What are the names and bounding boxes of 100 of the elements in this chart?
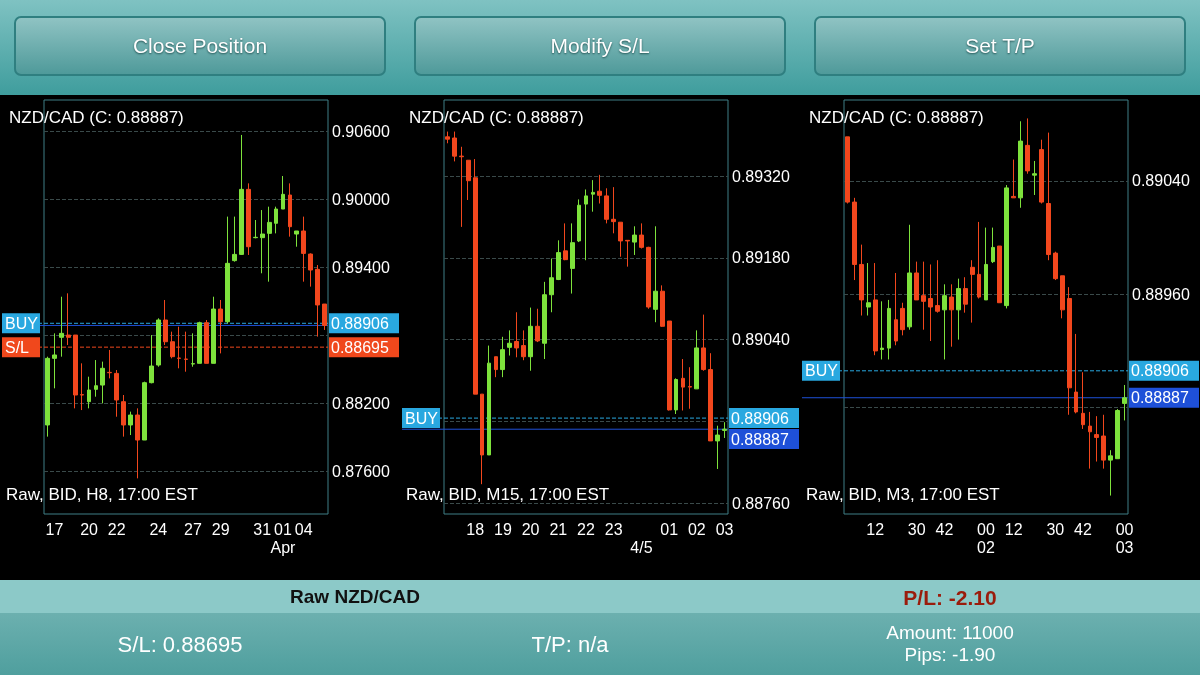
- candlestick: [191, 332, 195, 368]
- x-tick-label: 12: [1004, 520, 1023, 538]
- candlestick: [487, 345, 491, 456]
- text: Amount: 11000: [885, 622, 1015, 644]
- ref-line-label: 0.88887: [731, 430, 789, 448]
- candlestick: [473, 158, 478, 395]
- candlestick: [507, 329, 512, 357]
- candlestick: [528, 307, 533, 372]
- x-tick-label: 17: [45, 520, 64, 538]
- candlestick: [288, 182, 292, 238]
- candlestick: [107, 349, 112, 379]
- candlestick: [114, 369, 119, 418]
- x-tick-label: 18: [466, 520, 485, 538]
- chart-title: NZD/CAD (C: 0.88887): [809, 108, 984, 127]
- candlestick: [597, 174, 602, 204]
- text: P/L: -2.10: [902, 586, 998, 610]
- candlestick: [494, 356, 498, 378]
- x-tick-label: 23: [604, 520, 623, 538]
- candlestick: [1025, 117, 1030, 175]
- candlestick: [1004, 184, 1009, 309]
- candlestick: [660, 284, 665, 328]
- annotation: Raw, BID, M3, 17:00 EST: [806, 485, 1000, 504]
- y-tick-label: 0.88200: [332, 394, 390, 412]
- candlestick: [100, 361, 105, 404]
- candlestick: [1032, 160, 1037, 196]
- candlestick: [688, 366, 692, 410]
- candlestick: [1011, 159, 1016, 199]
- x-tick-label: 04: [294, 520, 313, 538]
- candlestick: [632, 225, 637, 256]
- y-tick-label: 0.89040: [732, 331, 790, 349]
- text: Modify S/L: [414, 16, 786, 76]
- candlestick: [667, 320, 672, 411]
- candlestick: [984, 227, 988, 301]
- y-tick-label: 0.89320: [732, 167, 790, 185]
- candlestick: [1088, 411, 1092, 470]
- candlestick: [246, 182, 251, 256]
- candlestick: [653, 225, 658, 323]
- candlestick: [577, 198, 581, 243]
- ref-line-label: 0.88695: [331, 338, 389, 356]
- candlestick: [59, 296, 64, 358]
- candlestick: [694, 329, 699, 390]
- text: Close Position: [14, 16, 386, 76]
- candlestick: [681, 358, 685, 411]
- candlestick: [142, 381, 147, 441]
- candlestick: [963, 276, 968, 314]
- text: Pips: -1.90: [903, 644, 997, 666]
- annotation: BUY: [405, 409, 439, 427]
- candlestick: [949, 283, 954, 348]
- candlestick: [956, 278, 961, 341]
- candlestick: [500, 336, 505, 378]
- candlestick: [149, 334, 154, 384]
- candlestick: [253, 219, 258, 239]
- x-tick-label: 01: [660, 520, 679, 538]
- candlestick: [991, 227, 995, 264]
- text: S/L: 0.88695: [116, 632, 244, 658]
- text: Set T/P: [814, 16, 1186, 76]
- candlestick: [267, 206, 272, 283]
- candlestick: [156, 317, 161, 368]
- candlestick: [121, 394, 126, 438]
- candlestick: [315, 264, 320, 338]
- candlestick: [1101, 414, 1106, 470]
- candlestick: [674, 377, 678, 415]
- candlestick: [845, 136, 850, 204]
- candlestick: [859, 244, 864, 317]
- text: T/P: n/a: [530, 632, 610, 658]
- candlestick: [907, 224, 912, 331]
- candlestick: [866, 262, 871, 317]
- candlestick: [1039, 139, 1044, 204]
- candlestick: [618, 221, 623, 258]
- candlestick: [639, 222, 644, 250]
- x-tick-label: 27: [184, 520, 202, 538]
- candlestick: [604, 187, 609, 224]
- candlestick: [921, 261, 926, 331]
- candlestick: [701, 314, 706, 372]
- candlestick: [294, 230, 299, 248]
- candlestick: [452, 131, 457, 162]
- candlestick: [466, 159, 471, 201]
- candlestick: [301, 216, 306, 283]
- candlestick: [970, 259, 975, 324]
- candlestick: [66, 292, 71, 346]
- candlestick: [445, 131, 450, 144]
- candlestick: [197, 321, 202, 364]
- x-tick-label: 19: [493, 520, 512, 538]
- ref-line-label: 0.88887: [1131, 389, 1189, 407]
- candlestick: [914, 261, 919, 301]
- candlestick: [977, 221, 981, 299]
- y-tick-label: 0.89180: [732, 249, 790, 267]
- candlestick: [942, 283, 947, 360]
- candlestick: [1067, 286, 1072, 416]
- candlestick: [715, 425, 720, 470]
- candlestick: [570, 222, 575, 295]
- annotation: S/L: [5, 338, 30, 356]
- candlestick: [274, 206, 278, 234]
- candlestick: [514, 311, 519, 358]
- candlestick: [281, 175, 285, 210]
- x-tick-label: 42: [935, 520, 954, 538]
- candlestick: [928, 263, 933, 342]
- chart-title: NZD/CAD (C: 0.88887): [409, 108, 584, 127]
- candlestick: [225, 216, 230, 324]
- x-tick-label: 21: [549, 520, 568, 538]
